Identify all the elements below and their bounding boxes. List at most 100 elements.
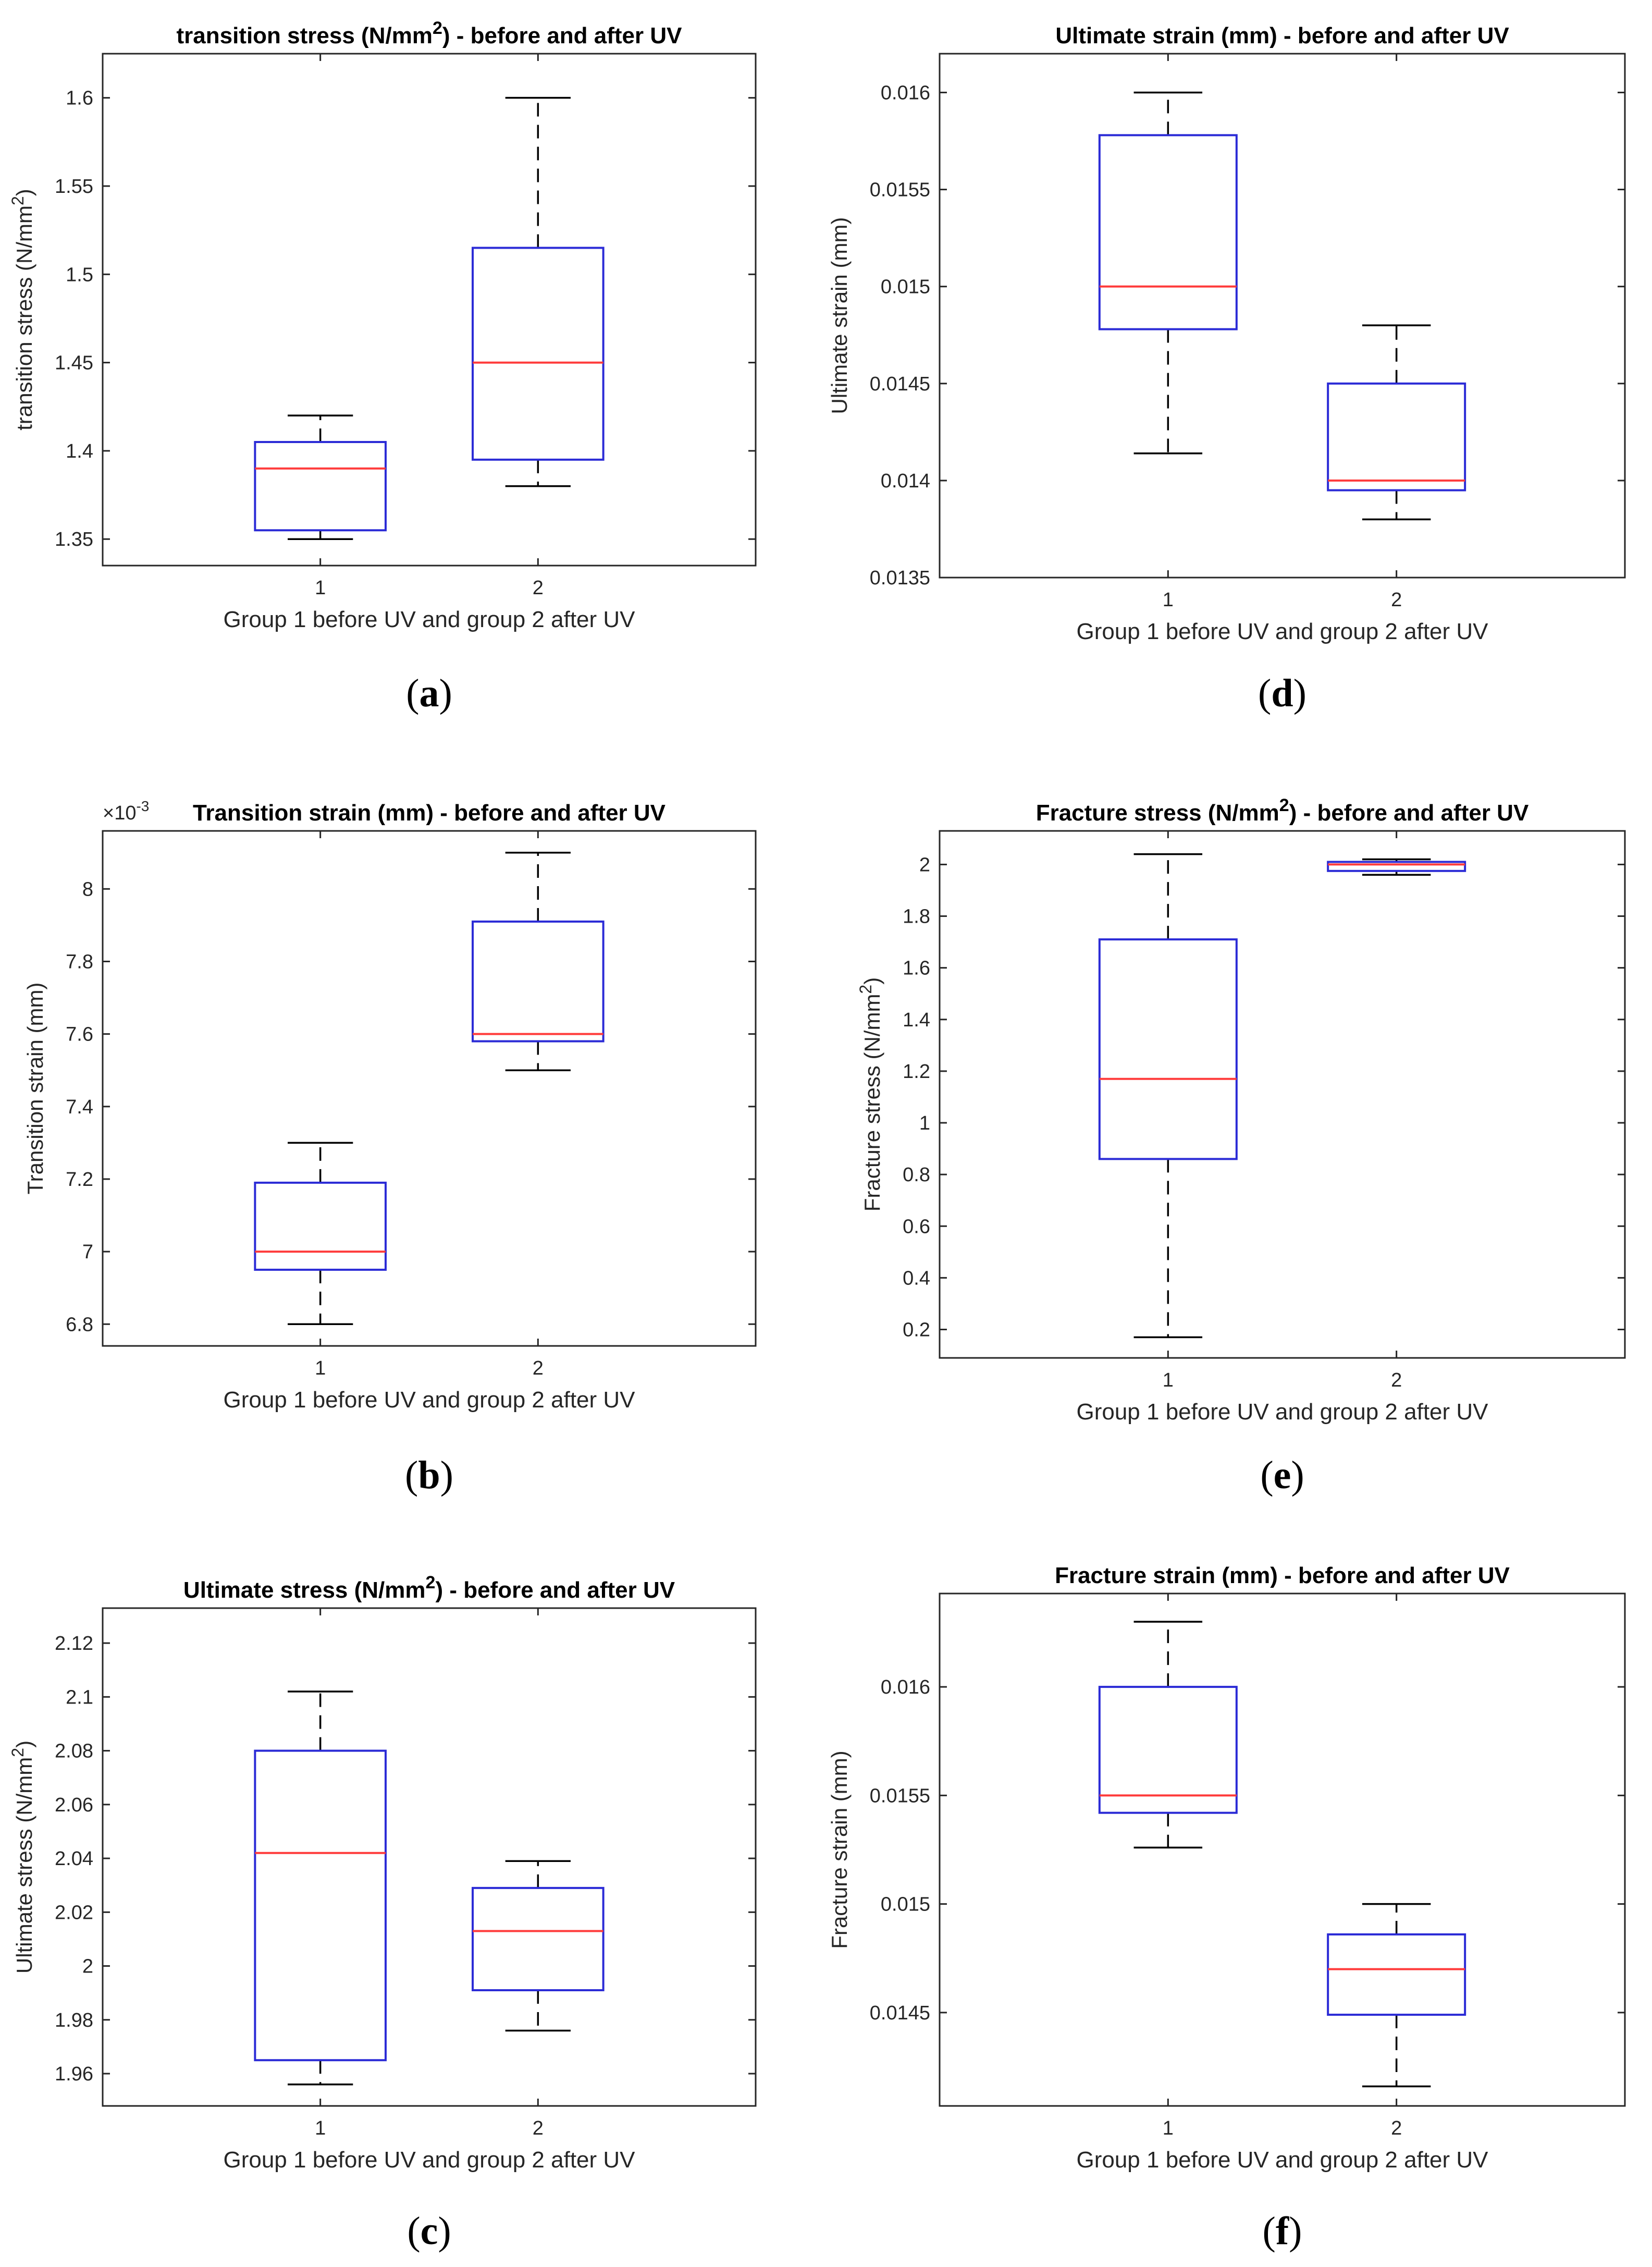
ytick-label: 0.0135	[870, 567, 930, 589]
box-group-2	[1327, 858, 1466, 876]
title-prefix: Fracture strain (mm) - before and after …	[1055, 1563, 1510, 1588]
ytick-label: 0.014	[881, 470, 930, 492]
x-axis-label: Group 1 before UV and group 2 after UV	[223, 1387, 635, 1413]
box-group-2	[472, 851, 605, 1071]
y-axis-label: Transition strain (mm)	[23, 983, 47, 1195]
ylabel-prefix: Ultimate strain (mm)	[827, 217, 852, 414]
x-axis-label: Group 1 before UV and group 2 after UV	[223, 2147, 635, 2173]
ylabel-suffix: )	[12, 189, 36, 196]
box-group-2	[472, 96, 605, 487]
ytick-label: 7.4	[66, 1096, 93, 1118]
ylabel-prefix: Ultimate stress (N/mm	[12, 1757, 36, 1974]
ytick-label: 7.6	[66, 1024, 93, 1046]
caption-letter: b	[418, 1453, 440, 1497]
iqr-box	[254, 1749, 387, 2062]
title-prefix: Ultimate strain (mm) - before and after …	[1055, 23, 1509, 48]
caption-letter: e	[1274, 1453, 1291, 1497]
ytick-label: 0.016	[881, 82, 930, 104]
title-prefix: Ultimate stress (N/mm	[183, 1577, 426, 1603]
title-superscript: 2	[426, 1573, 436, 1592]
ytick-label: 2	[919, 854, 930, 876]
ytick-label: 0.016	[881, 1676, 930, 1698]
iqr-box	[254, 440, 387, 532]
ytick-label: 1.5	[66, 264, 93, 286]
title-suffix: ) - before and after UV	[435, 1577, 675, 1603]
ylabel-prefix: Fracture stress (N/mm	[860, 994, 884, 1212]
ytick-label: 1.55	[55, 176, 93, 198]
ylabel-suffix: )	[860, 977, 884, 985]
xtick-label: 2	[533, 577, 544, 599]
exponent-base: ×10	[103, 802, 136, 824]
caption-close-paren: )	[1289, 2209, 1302, 2253]
ytick-label: 0.0155	[870, 179, 930, 201]
iqr-box	[1327, 861, 1466, 872]
ytick-label: 2.02	[55, 1902, 93, 1923]
ytick-label: 0.6	[903, 1216, 930, 1237]
iqr-box	[472, 1886, 605, 1992]
xtick-label: 1	[315, 2117, 326, 2139]
caption-open-paren: (	[406, 671, 419, 715]
ylabel-superscript: 2	[8, 196, 27, 205]
chart-f: 0.0145 0.015 0.0155 0.016 1 2 Fracture strain …	[827, 1563, 1626, 2253]
box-group-1	[1098, 91, 1238, 455]
xtick-label: 1	[315, 1357, 326, 1379]
iqr-box	[1098, 134, 1238, 330]
box-group-2	[1327, 1903, 1466, 2088]
panel-caption: (a)	[406, 671, 452, 715]
ytick-label: 1	[919, 1112, 930, 1134]
chart-b: 6.8 7 7.2 7.4 7.6 7.8 8 1 2 Transition strain (mm…	[23, 798, 757, 1497]
caption-open-paren: (	[1263, 2209, 1276, 2253]
title-superscript: 2	[1279, 795, 1289, 815]
caption-close-paren: )	[440, 1453, 453, 1497]
ytick-label: 2.1	[66, 1686, 93, 1708]
caption-letter: c	[421, 2209, 438, 2253]
ytick-label: 0.0145	[870, 373, 930, 395]
ytick-label: 0.0155	[870, 1785, 930, 1807]
iqr-box	[1098, 1686, 1238, 1814]
caption-open-paren: (	[1260, 1453, 1273, 1497]
xtick-label: 1	[1163, 2117, 1174, 2139]
panel-caption: (d)	[1258, 671, 1306, 715]
iqr-box	[472, 247, 605, 461]
title-prefix: Transition strain (mm) - before and afte…	[193, 800, 666, 826]
iqr-box	[1327, 382, 1466, 492]
box-group-1	[254, 1690, 387, 2086]
axes-frame	[102, 1607, 757, 2107]
chart-title: Transition strain (mm) - before and afte…	[193, 800, 666, 826]
ytick-label: 0.4	[903, 1267, 930, 1289]
caption-open-paren: (	[1258, 671, 1271, 715]
ylabel-superscript: 2	[8, 1748, 27, 1757]
xtick-label: 2	[1391, 2117, 1402, 2139]
iqr-box	[1327, 1933, 1466, 2016]
box-group-1	[254, 1142, 387, 1326]
axis-exponent: ×10-3	[103, 798, 149, 824]
axes-frame	[939, 830, 1626, 1359]
ytick-label: 0.015	[881, 276, 930, 298]
ylabel-suffix: )	[12, 1741, 36, 1748]
x-axis-label: Group 1 before UV and group 2 after UV	[1076, 1399, 1488, 1425]
panel-caption: (f)	[1263, 2209, 1302, 2253]
title-prefix: transition stress (N/mm	[176, 23, 432, 48]
ytick-label: 0.8	[903, 1164, 930, 1186]
chart-title: Ultimate strain (mm) - before and after …	[1055, 23, 1509, 48]
x-axis-label: Group 1 before UV and group 2 after UV	[223, 607, 635, 632]
caption-close-paren: )	[1291, 1453, 1304, 1497]
box-group-1	[1098, 1621, 1238, 1849]
y-axis-label: transition stress (N/mm2)	[8, 189, 36, 431]
caption-letter: a	[420, 671, 439, 715]
chart-title: Fracture stress (N/mm2) - before and aft…	[1036, 795, 1529, 826]
box-group-1	[1098, 853, 1238, 1339]
x-axis-label: Group 1 before UV and group 2 after UV	[1076, 2147, 1488, 2173]
ylabel-prefix: transition stress (N/mm	[12, 205, 36, 431]
axes-frame	[939, 1592, 1626, 2107]
ytick-label: 1.8	[903, 906, 930, 928]
y-axis-label: Fracture strain (mm)	[827, 1750, 852, 1949]
xtick-label: 2	[533, 1357, 544, 1379]
xtick-label: 2	[1391, 1369, 1402, 1391]
ytick-label: 1.2	[903, 1061, 930, 1083]
ytick-label: 0.2	[903, 1319, 930, 1341]
